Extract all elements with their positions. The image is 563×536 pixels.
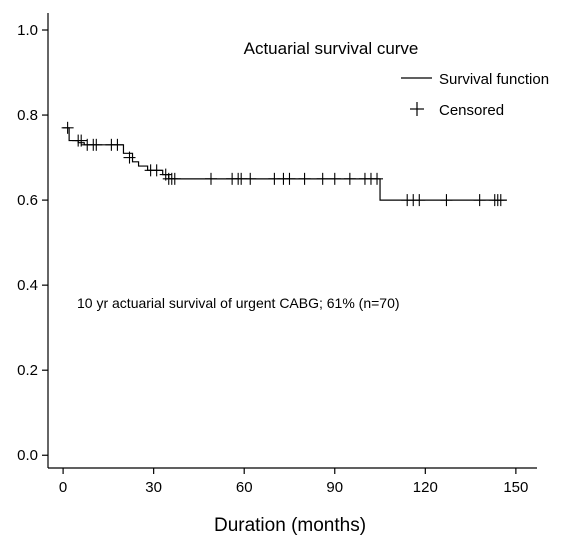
x-tick-label: 90 (326, 479, 343, 496)
x-tick-label: 0 (59, 479, 67, 496)
censored-marker (298, 172, 311, 185)
x-axis-title: Duration (months) (214, 515, 366, 536)
x-tick-label: 30 (145, 479, 162, 496)
censored-marker (343, 172, 356, 185)
censored-marker (61, 121, 74, 134)
legend-plus-swatch (410, 102, 424, 116)
censored-marker (205, 172, 217, 185)
censored-marker (494, 194, 507, 207)
legend-label-censored: Censored (439, 102, 504, 119)
axes: 0 30 60 90 120 150 0.0 0.2 0.4 0.6 0.8 1.0 (17, 13, 537, 496)
censored-marker (316, 172, 329, 185)
y-tick-label: 0.2 (17, 362, 38, 379)
censored-marker (371, 172, 384, 185)
y-tick-label: 0.4 (17, 277, 38, 294)
plot-area (61, 121, 507, 207)
censored-marker (283, 172, 296, 185)
chart-annotation: 10 yr actuarial survival of urgent CABG;… (77, 295, 400, 311)
legend-label-survival-function: Survival function (439, 71, 549, 88)
y-tick-label: 1.0 (17, 22, 38, 39)
legend: Survival function Censored (401, 71, 549, 119)
survival-function-line (63, 127, 507, 201)
censored-marker (440, 194, 453, 207)
censored-marker (123, 151, 136, 164)
censored-marker (413, 194, 426, 207)
x-tick-label: 60 (236, 479, 253, 496)
censored-marker (111, 138, 124, 151)
y-tick-label: 0.0 (17, 447, 38, 464)
chart-title: Actuarial survival curve (244, 39, 419, 58)
x-tick-label: 150 (503, 479, 528, 496)
censored-marker (168, 172, 181, 185)
censored-marker (75, 134, 88, 147)
censored-marker (90, 138, 103, 151)
x-tick-label: 120 (413, 479, 438, 496)
y-tick-label: 0.6 (17, 192, 38, 209)
censored-marker (328, 172, 341, 185)
y-tick-label: 0.8 (17, 107, 38, 124)
censored-marker (244, 172, 257, 185)
censored-marker (473, 194, 486, 207)
censored-marker (150, 164, 163, 177)
